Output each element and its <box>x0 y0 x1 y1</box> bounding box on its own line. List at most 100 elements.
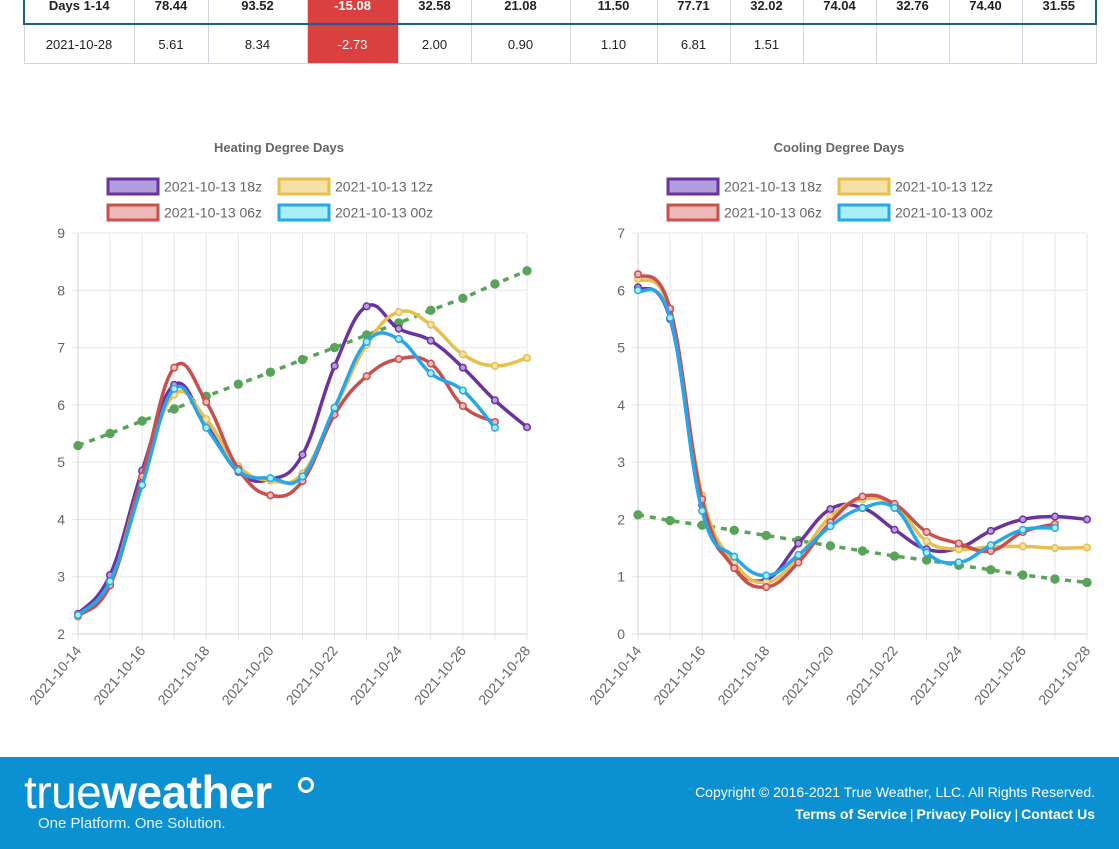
data-point[interactable] <box>954 539 963 548</box>
legend-item[interactable]: 2021-10-13 12z <box>277 177 433 196</box>
data-point[interactable] <box>1050 574 1060 584</box>
data-point[interactable] <box>458 293 468 304</box>
data-point[interactable] <box>522 423 532 432</box>
data-point[interactable] <box>394 354 403 364</box>
data-point[interactable] <box>922 548 931 557</box>
data-point[interactable] <box>794 558 803 567</box>
data-point[interactable] <box>202 415 211 424</box>
data-point[interactable] <box>633 270 643 279</box>
data-point[interactable] <box>922 537 931 546</box>
data-point[interactable] <box>522 353 532 362</box>
data-point[interactable] <box>1050 544 1059 553</box>
data-point[interactable] <box>1050 512 1059 521</box>
data-point[interactable] <box>794 550 803 559</box>
data-point[interactable] <box>730 552 739 561</box>
data-point[interactable] <box>426 369 435 378</box>
data-point[interactable] <box>1082 577 1092 588</box>
data-point[interactable] <box>986 565 996 575</box>
data-point[interactable] <box>202 397 211 407</box>
data-point[interactable] <box>633 286 643 295</box>
data-point[interactable] <box>633 510 643 520</box>
data-point[interactable] <box>730 564 739 573</box>
data-point[interactable] <box>426 305 436 316</box>
data-point[interactable] <box>458 363 467 372</box>
data-point[interactable] <box>330 361 339 370</box>
data-point[interactable] <box>666 313 675 322</box>
legend-item[interactable]: 2021-10-13 12z <box>837 177 993 196</box>
data-point[interactable] <box>426 359 435 368</box>
data-point[interactable] <box>1018 525 1027 534</box>
data-point[interactable] <box>762 582 771 592</box>
legend-item[interactable]: 2021-10-13 00z <box>837 203 993 222</box>
data-point[interactable] <box>329 342 340 353</box>
legend-item[interactable]: 2021-10-13 00z <box>277 203 433 222</box>
data-point[interactable] <box>170 363 179 372</box>
data-point[interactable] <box>890 525 899 534</box>
data-point[interactable] <box>826 505 835 514</box>
data-point[interactable] <box>297 354 308 365</box>
legend-item[interactable]: 2021-10-13 18z <box>666 177 822 196</box>
data-point[interactable] <box>1018 570 1028 580</box>
data-point[interactable] <box>106 577 115 586</box>
data-point[interactable] <box>394 334 403 344</box>
data-point[interactable] <box>266 491 275 500</box>
data-point[interactable] <box>298 472 307 481</box>
data-point[interactable] <box>265 367 276 377</box>
data-point[interactable] <box>1050 523 1059 533</box>
data-point[interactable] <box>1082 515 1092 524</box>
data-point[interactable] <box>362 372 371 381</box>
data-point[interactable] <box>762 571 771 580</box>
data-point[interactable] <box>698 506 707 515</box>
data-point[interactable] <box>794 539 803 548</box>
data-point[interactable] <box>73 611 83 620</box>
data-point[interactable] <box>761 530 771 541</box>
privacy-policy-link[interactable]: Privacy Policy <box>916 806 1012 822</box>
data-point[interactable] <box>202 423 211 432</box>
data-point[interactable] <box>890 503 899 513</box>
data-point[interactable] <box>458 401 467 411</box>
data-point[interactable] <box>522 266 532 276</box>
data-point[interactable] <box>266 474 275 483</box>
contact-us-link[interactable]: Contact Us <box>1021 806 1095 822</box>
terms-of-service-link[interactable]: Terms of Service <box>795 806 907 822</box>
data-point[interactable] <box>1018 542 1027 551</box>
data-point[interactable] <box>857 546 868 556</box>
data-point[interactable] <box>490 396 499 405</box>
data-point[interactable] <box>1018 515 1027 524</box>
data-point[interactable] <box>105 428 115 439</box>
data-point[interactable] <box>233 379 244 389</box>
data-point[interactable] <box>137 416 147 426</box>
legend-item[interactable]: 2021-10-13 06z <box>106 203 262 222</box>
data-point[interactable] <box>73 440 83 451</box>
data-point[interactable] <box>1082 543 1092 552</box>
data-point[interactable] <box>362 302 371 311</box>
data-point[interactable] <box>954 558 963 567</box>
data-point[interactable] <box>858 503 867 513</box>
data-point[interactable] <box>234 466 243 475</box>
data-point[interactable] <box>825 541 836 551</box>
data-point[interactable] <box>986 541 995 550</box>
data-point[interactable] <box>170 384 179 393</box>
data-point[interactable] <box>889 551 900 561</box>
data-point[interactable] <box>362 337 371 346</box>
data-point[interactable] <box>330 403 339 412</box>
data-point[interactable] <box>858 492 867 501</box>
data-point[interactable] <box>458 386 467 395</box>
data-point[interactable] <box>169 404 179 414</box>
data-point[interactable] <box>490 361 499 370</box>
data-point[interactable] <box>138 481 147 490</box>
legend-item[interactable]: 2021-10-13 18z <box>106 177 262 196</box>
data-point[interactable] <box>490 423 499 432</box>
data-point[interactable] <box>729 525 739 536</box>
data-point[interactable] <box>426 336 435 345</box>
data-point[interactable] <box>298 450 307 459</box>
data-point[interactable] <box>458 350 467 359</box>
data-point[interactable] <box>490 279 500 289</box>
legend-item[interactable]: 2021-10-13 06z <box>666 203 822 222</box>
data-point[interactable] <box>394 324 403 333</box>
data-point[interactable] <box>426 320 435 329</box>
data-point[interactable] <box>665 515 675 526</box>
data-point[interactable] <box>826 522 835 531</box>
data-point[interactable] <box>394 308 403 317</box>
trueweather-logo[interactable]: trueweather <box>24 769 314 815</box>
